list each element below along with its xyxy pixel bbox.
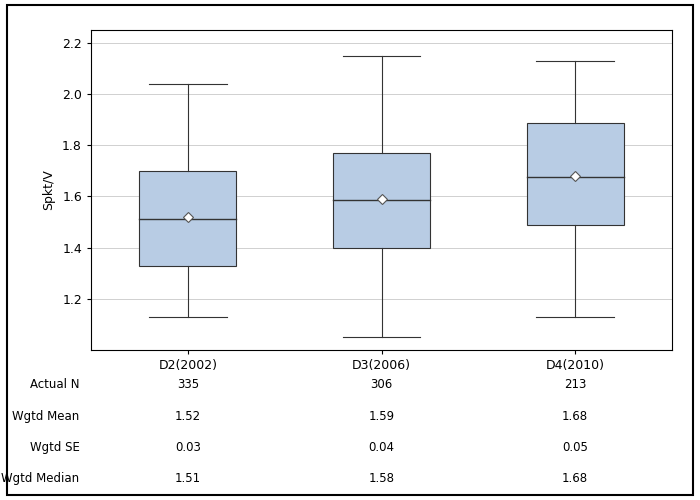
Text: 1.59: 1.59: [368, 410, 395, 423]
Text: 0.05: 0.05: [562, 441, 588, 454]
Text: Wgtd Median: Wgtd Median: [1, 472, 79, 486]
Text: Wgtd SE: Wgtd SE: [29, 441, 79, 454]
Bar: [139, 171, 237, 266]
Bar: [333, 153, 430, 248]
Text: 213: 213: [564, 378, 586, 391]
Text: 335: 335: [177, 378, 199, 391]
Text: Wgtd Mean: Wgtd Mean: [12, 410, 79, 423]
Text: 1.68: 1.68: [562, 472, 588, 486]
Text: 306: 306: [370, 378, 393, 391]
Text: 1.51: 1.51: [175, 472, 201, 486]
Text: Actual N: Actual N: [30, 378, 79, 391]
Bar: [526, 124, 624, 224]
Text: 1.52: 1.52: [175, 410, 201, 423]
Text: 0.04: 0.04: [368, 441, 395, 454]
Text: 0.03: 0.03: [175, 441, 201, 454]
Text: 1.58: 1.58: [368, 472, 395, 486]
Y-axis label: Spkt/V: Spkt/V: [42, 170, 55, 210]
Text: 1.68: 1.68: [562, 410, 588, 423]
